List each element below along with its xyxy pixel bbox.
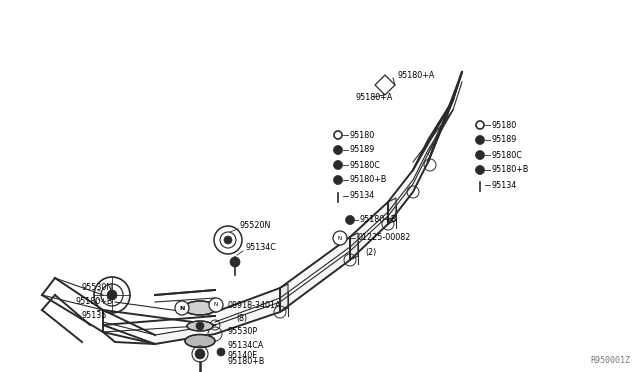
Text: 95180: 95180 xyxy=(492,121,517,129)
Circle shape xyxy=(175,301,189,315)
Text: 95180: 95180 xyxy=(350,131,375,140)
Circle shape xyxy=(333,131,342,140)
Circle shape xyxy=(224,236,232,244)
Circle shape xyxy=(333,160,342,170)
Ellipse shape xyxy=(184,301,216,315)
Circle shape xyxy=(209,298,223,312)
Text: 95134: 95134 xyxy=(350,192,375,201)
Circle shape xyxy=(230,257,240,267)
Text: 08918-3401A: 08918-3401A xyxy=(228,301,282,310)
Circle shape xyxy=(107,290,117,300)
Circle shape xyxy=(333,231,347,245)
Text: 95180+A: 95180+A xyxy=(398,71,435,80)
Text: 95134C: 95134C xyxy=(245,244,276,253)
Text: 95180C: 95180C xyxy=(492,151,523,160)
Text: (2): (2) xyxy=(365,247,376,257)
Ellipse shape xyxy=(185,334,215,347)
Polygon shape xyxy=(388,198,396,224)
Text: 95180+B: 95180+B xyxy=(228,357,266,366)
Text: 95180C: 95180C xyxy=(350,160,381,170)
Text: R950001Z: R950001Z xyxy=(590,356,630,365)
Text: 95180+B: 95180+B xyxy=(492,166,529,174)
Circle shape xyxy=(477,122,483,128)
Circle shape xyxy=(333,145,342,154)
Text: 95134CA: 95134CA xyxy=(228,340,264,350)
Circle shape xyxy=(476,135,484,144)
Circle shape xyxy=(217,348,225,356)
Text: 01225-00082: 01225-00082 xyxy=(357,234,410,243)
Text: 95189: 95189 xyxy=(492,135,517,144)
Text: (8): (8) xyxy=(236,314,247,323)
Text: 95520N: 95520N xyxy=(240,221,271,231)
Polygon shape xyxy=(350,233,358,260)
Text: 95180+B: 95180+B xyxy=(350,176,387,185)
Text: N: N xyxy=(338,235,342,241)
Polygon shape xyxy=(155,154,428,344)
Circle shape xyxy=(476,121,484,129)
Circle shape xyxy=(333,176,342,185)
Text: N: N xyxy=(179,305,185,311)
Circle shape xyxy=(346,215,355,224)
Text: 95180+A: 95180+A xyxy=(355,93,392,102)
Text: 95140E: 95140E xyxy=(228,350,259,359)
Circle shape xyxy=(335,132,341,138)
Text: 95530N: 95530N xyxy=(82,283,113,292)
Text: 95530P: 95530P xyxy=(228,327,258,337)
Circle shape xyxy=(476,151,484,160)
Text: 95135: 95135 xyxy=(82,311,108,321)
Text: N: N xyxy=(214,302,218,308)
Circle shape xyxy=(195,349,205,359)
Ellipse shape xyxy=(187,321,213,331)
Text: 95180+B: 95180+B xyxy=(75,298,113,307)
Circle shape xyxy=(196,322,204,330)
Polygon shape xyxy=(215,100,453,322)
Polygon shape xyxy=(280,284,288,312)
Text: 95180+B: 95180+B xyxy=(360,215,397,224)
Circle shape xyxy=(476,166,484,174)
Text: 95189: 95189 xyxy=(350,145,376,154)
Text: 95134: 95134 xyxy=(492,180,517,189)
